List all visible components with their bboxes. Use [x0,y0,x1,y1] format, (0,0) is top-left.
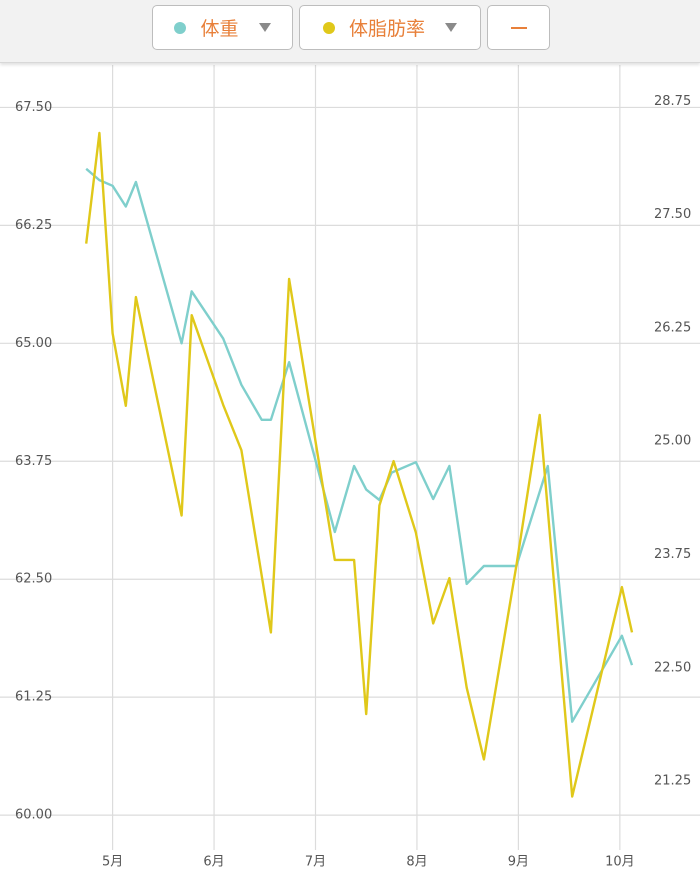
y2-tick-label: 28.75 [654,94,691,109]
x-tick-label: 8月 [406,855,427,870]
series-selector[interactable]: 体脂肪率 [299,5,481,50]
minus-icon [510,26,527,29]
y-tick-label: 62.50 [15,572,52,587]
toolbar: 体重 体脂肪率 [0,0,700,63]
series-line [85,131,634,798]
y2-tick-label: 22.50 [654,660,691,675]
remove-button[interactable] [487,5,550,50]
dropdown-arrow [445,23,457,32]
y-tick-label: 66.25 [15,218,52,233]
y-tick-label: 65.00 [15,336,52,351]
x-tick-label: 10月 [605,855,635,870]
x-tick-label: 7月 [305,855,326,870]
y2-tick-label: 23.75 [654,547,691,562]
legend-marker [174,21,187,34]
y2-tick-label: 27.50 [654,207,691,222]
y2-tick-label: 25.00 [654,434,691,449]
dropdown-arrow [258,23,271,32]
series-selector[interactable]: 体重 [152,5,293,50]
y2-tick-label: 26.25 [654,320,691,335]
x-tick-label: 5月 [102,855,123,870]
y-tick-label: 63.75 [15,454,52,469]
y-tick-label: 67.50 [15,100,52,115]
y2-tick-label: 21.25 [654,774,691,789]
y-tick-label: 61.25 [15,690,52,705]
x-tick-label: 9月 [508,855,529,870]
y-tick-label: 60.00 [15,808,52,823]
x-tick-label: 6月 [203,855,224,870]
legend-marker [322,21,335,34]
legend-label: 体脂肪率 [348,18,425,40]
legend-label: 体重 [200,18,239,40]
series-line [85,167,634,723]
